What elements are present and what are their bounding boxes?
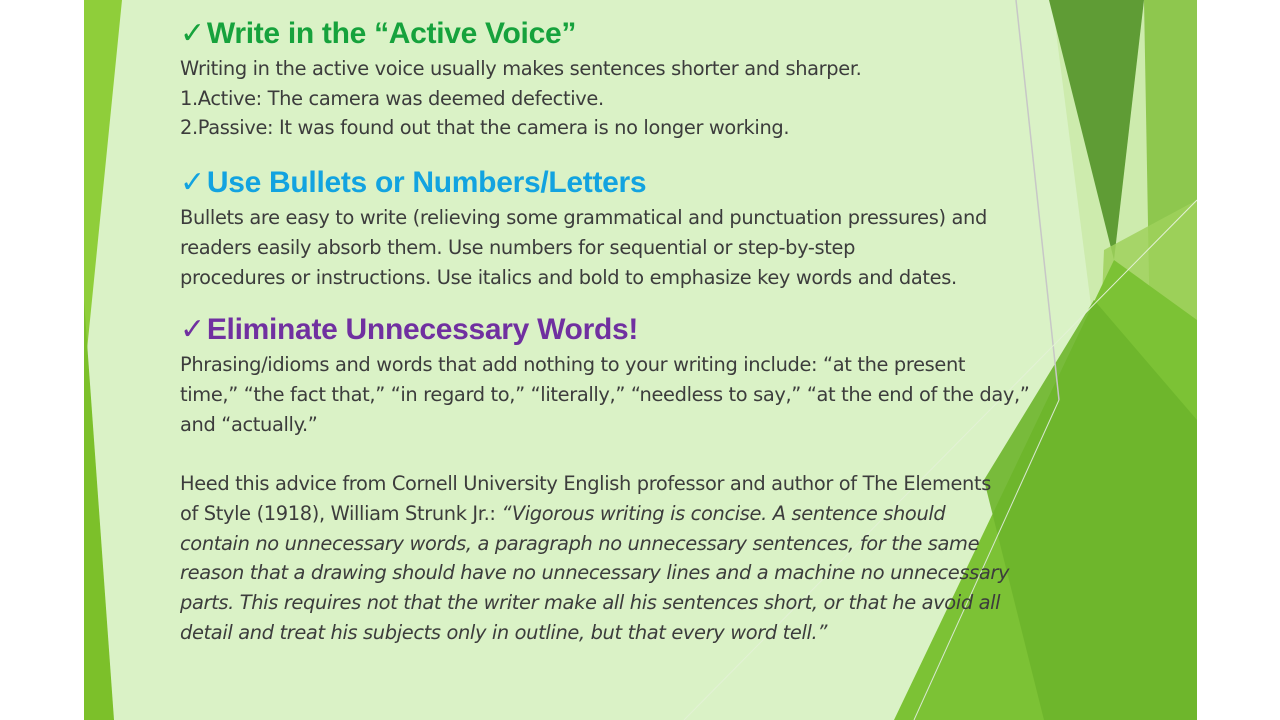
quote-line: contain no unnecessary words, a paragrap… xyxy=(180,531,980,555)
quote-line: reason that a drawing should have no unn… xyxy=(180,561,1010,585)
quote-text: “Vigorous writing is concise. A sentence… xyxy=(501,502,946,526)
section-active-voice: ✓Write in the “Active Voice” Writing in … xyxy=(180,14,1130,143)
section-line: 2.Passive: It was found out that the cam… xyxy=(180,116,790,140)
section-line: procedures or instructions. Use italics … xyxy=(180,265,957,289)
decorative-background xyxy=(84,0,1197,720)
section-line: Writing in the active voice usually make… xyxy=(180,57,862,80)
thin-line-1 xyxy=(1015,0,1060,401)
section-line: and “actually.” xyxy=(180,412,318,436)
check-icon: ✓ xyxy=(180,166,205,200)
thin-line-2 xyxy=(913,399,1060,720)
section-unnecessary-words: ✓Eliminate Unnecessary Words! Phrasing/i… xyxy=(180,310,1130,439)
section-line: readers easily absorb them. Use numbers … xyxy=(180,235,856,259)
section-heading: ✓Use Bullets or Numbers/Letters xyxy=(180,166,647,200)
section-line: Phrasing/idioms and words that add nothi… xyxy=(180,353,966,377)
section-heading: ✓Write in the “Active Voice” xyxy=(180,17,577,50)
right-shape-dark xyxy=(1049,0,1144,260)
quote-line: detail and treat his subjects only in ou… xyxy=(180,620,828,644)
section-line: 1.Active: The camera was deemed defectiv… xyxy=(180,86,604,110)
check-icon: ✓ xyxy=(180,313,205,347)
left-accent-bottom xyxy=(84,300,114,720)
left-accent-top xyxy=(84,0,122,380)
section-line: Bullets are easy to write (relieving som… xyxy=(180,206,987,230)
closing-line: Heed this advice from Cornell University… xyxy=(180,472,992,496)
slide: ✓Write in the “Active Voice” Writing in … xyxy=(84,0,1197,720)
section-heading: ✓Eliminate Unnecessary Words! xyxy=(180,313,639,347)
right-shape-deep xyxy=(984,300,1197,720)
quote-line: parts. This requires not that the writer… xyxy=(180,591,1001,615)
slide-content: ✓Write in the “Active Voice” Writing in … xyxy=(180,14,1130,648)
closing-quote-paragraph: Heed this advice from Cornell University… xyxy=(180,469,1130,647)
closing-line: of Style (1918), William Strunk Jr.: “Vi… xyxy=(180,502,946,526)
section-bullets: ✓Use Bullets or Numbers/Letters Bullets … xyxy=(180,163,1130,292)
thin-line-3 xyxy=(683,199,1197,720)
check-icon: ✓ xyxy=(180,17,205,50)
section-line: time,” “the fact that,” “in regard to,” … xyxy=(180,382,1030,406)
